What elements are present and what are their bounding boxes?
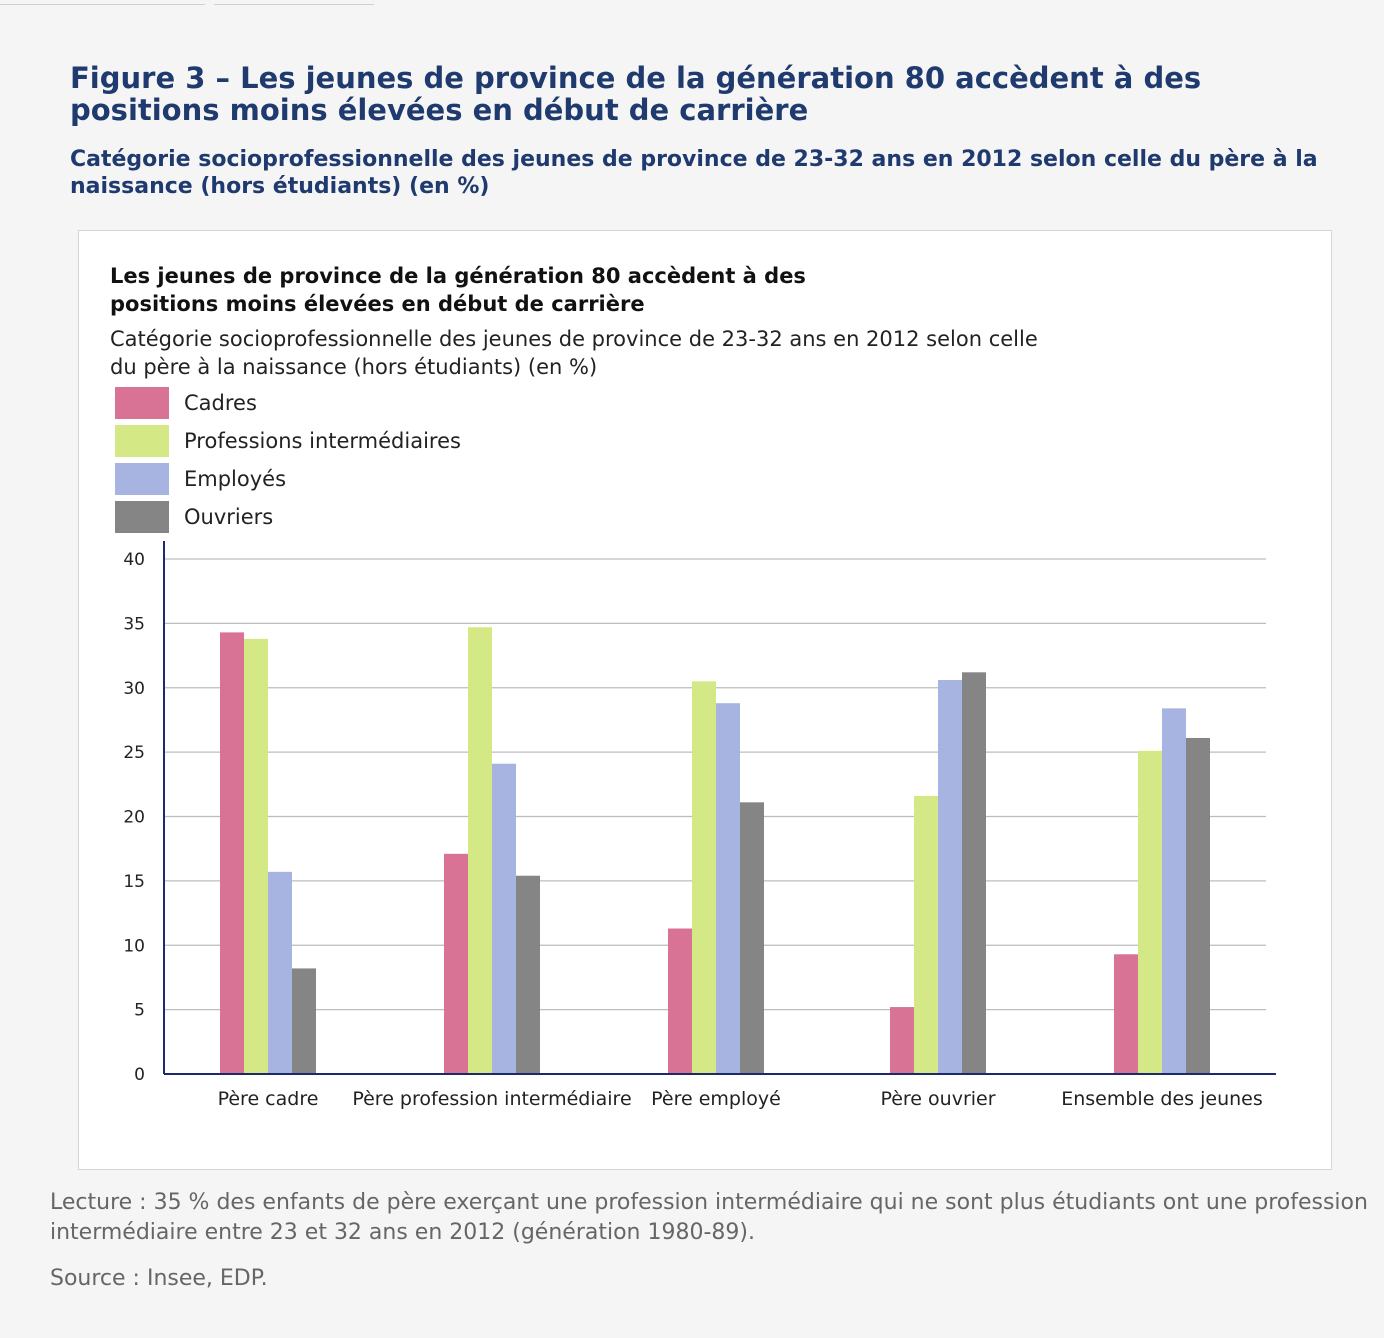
bar-pere-profession-intermediaire-professions-intermediaires [468,627,492,1074]
legend-swatch-professions-intermediaires [115,425,169,457]
bar-ensemble-des-jeunes-professions-intermediaires [1138,750,1162,1074]
y-tick-label-0: 0 [134,1065,145,1085]
legend-label-cadres: Cadres [184,391,257,415]
reading-note: Lecture : 35 % des enfants de père exerç… [50,1190,1368,1245]
bar-chart-plot: 0 5 10 15 20 25 30 35 40 Père cadre Père professio… [123,541,1276,1110]
bar-pere-ouvrier-cadres [890,1007,914,1074]
bar-ensemble-des-jeunes-cadres [1114,954,1138,1074]
x-tick-label-pere-profession-intermediaire: Père profession intermédiaire [352,1088,631,1110]
bar-pere-cadre-professions-intermediaires [244,638,268,1074]
y-tick-label-15: 15 [123,872,145,892]
bar-pere-cadre-cadres [220,632,244,1074]
y-tick-label-35: 35 [123,614,145,634]
y-tick-label-5: 5 [134,1001,145,1021]
y-tick-label-40: 40 [123,550,145,570]
bar-pere-employe-employes [716,703,740,1074]
bar-ensemble-des-jeunes-employes [1162,708,1186,1074]
bar-pere-employe-professions-intermediaires [692,681,716,1074]
tab-left[interactable] [0,0,205,5]
bar-pere-profession-intermediaire-cadres [444,853,468,1074]
legend-label-professions-intermediaires: Professions intermédiaires [184,429,461,453]
x-tick-label-pere-ouvrier: Père ouvrier [880,1088,995,1110]
bar-pere-ouvrier-ouvriers [962,672,986,1074]
bar-pere-ouvrier-employes [938,680,962,1074]
top-tab-strip [0,0,1384,5]
y-tick-label-30: 30 [123,679,145,699]
bar-pere-profession-intermediaire-employes [492,763,516,1074]
figure-title: Figure 3 – Les jeunes de province de la … [70,61,1202,127]
x-tick-label-pere-employe: Père employé [651,1088,781,1110]
legend-label-employes: Employés [184,467,287,491]
figure-subtitle: Catégorie socioprofessionnelle des jeune… [70,147,1318,199]
chart-title: Les jeunes de province de la génération … [110,264,806,316]
y-tick-label-25: 25 [123,743,145,763]
bar-pere-cadre-ouvriers [292,968,316,1074]
bar-pere-profession-intermediaire-ouvriers [516,875,540,1074]
bar-pere-employe-ouvriers [740,802,764,1074]
legend-swatch-cadres [115,387,169,419]
chart-subtitle: Catégorie socioprofessionnelle des jeune… [110,327,1038,379]
y-tick-label-20: 20 [123,808,145,828]
bar-pere-cadre-employes [268,871,292,1074]
tab-right[interactable] [214,0,374,5]
bar-ensemble-des-jeunes-ouvriers [1186,737,1210,1074]
chart-container: Les jeunes de province de la génération … [78,230,1332,1170]
bar-pere-employe-cadres [668,928,692,1074]
x-tick-label-ensemble-des-jeunes: Ensemble des jeunes [1061,1088,1263,1110]
x-tick-label-pere-cadre: Père cadre [218,1088,319,1110]
source-note: Source : Insee, EDP. [50,1266,268,1291]
legend-label-ouvriers: Ouvriers [184,505,274,529]
bar-pere-ouvrier-professions-intermediaires [914,795,938,1074]
legend-swatch-ouvriers [115,501,169,533]
y-tick-label-10: 10 [123,936,145,956]
legend-swatch-employes [115,463,169,495]
